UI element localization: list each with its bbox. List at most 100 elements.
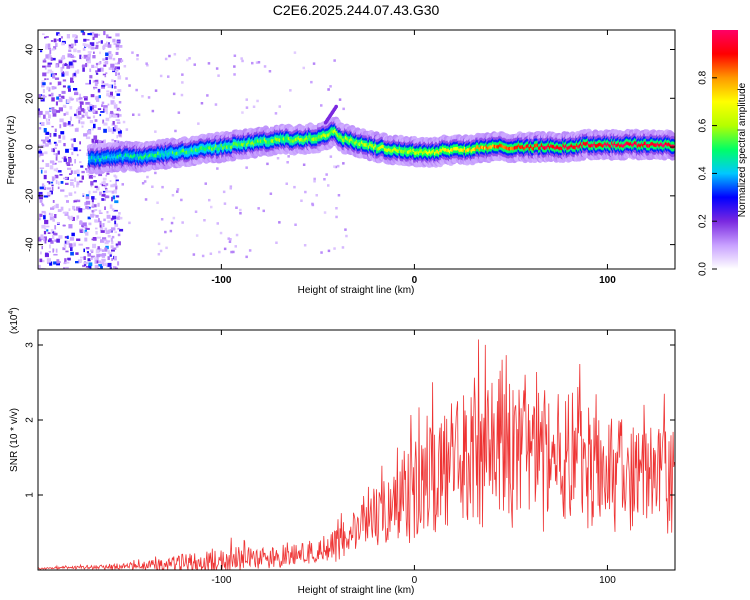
heatmap-cell [116, 47, 120, 51]
heatmap-cell [206, 94, 209, 97]
heatmap-cell [108, 55, 113, 60]
heatmap-cell [99, 212, 103, 214]
heatmap-cell [104, 247, 108, 252]
heatmap-cell [111, 227, 116, 231]
heatmap-cell [81, 56, 85, 59]
heatmap-cell [50, 57, 53, 61]
heatmap-cell [313, 180, 316, 183]
heatmap-cell [83, 96, 87, 98]
heatmap-cell [235, 206, 238, 209]
heatmap-cell [82, 32, 86, 36]
heatmap-cell [102, 177, 107, 181]
heatmap-cell [114, 124, 117, 130]
heatmap-cell [101, 85, 106, 87]
heatmap-cell [147, 96, 151, 99]
heatmap-cell [65, 123, 69, 126]
heatmap-cell [52, 74, 56, 79]
heatmap-cell [62, 71, 65, 75]
heatmap-cell [47, 232, 51, 234]
heatmap-cell [76, 215, 80, 219]
heatmap-cell [115, 245, 119, 248]
heatmap-cell [49, 82, 52, 85]
heatmap-cell [57, 160, 62, 163]
heatmap-cell [312, 62, 316, 65]
heatmap-cell [46, 187, 52, 190]
heatmap-cell [74, 70, 79, 74]
heatmap-cell [49, 216, 54, 221]
heatmap-cell [172, 92, 176, 96]
heatmap-cell [114, 140, 117, 142]
heatmap-cell [101, 256, 106, 258]
heatmap-cell [293, 51, 297, 54]
heatmap-cell [58, 261, 61, 264]
heatmap-cell [48, 94, 51, 97]
heatmap-cell [69, 98, 74, 101]
heatmap-cell [161, 185, 164, 189]
heatmap-cell [245, 98, 248, 101]
heatmap-cell [98, 173, 103, 177]
heatmap-cell [164, 230, 167, 234]
heatmap-cell [44, 65, 47, 70]
heatmap-cell [59, 124, 62, 129]
heatmap-cell [136, 54, 139, 57]
heatmap-cell [69, 148, 74, 150]
heatmap-cell [39, 152, 44, 156]
heatmap-cell [66, 99, 71, 103]
heatmap-cell [48, 238, 52, 242]
heatmap-cell [241, 111, 244, 114]
heatmap-cell [104, 227, 108, 231]
heatmap-cell [95, 214, 99, 218]
heatmap-cell [82, 67, 85, 72]
heatmap-cell [45, 36, 49, 38]
heatmap-cell [85, 136, 91, 140]
heatmap-cell [49, 244, 51, 249]
heatmap-cell [74, 243, 76, 246]
heatmap-cell [93, 105, 97, 108]
heatmap-cell [228, 240, 232, 243]
heatmap-cell [98, 209, 102, 213]
heatmap-cell [112, 215, 117, 220]
heatmap-cell [70, 251, 74, 256]
heatmap-cell [94, 110, 98, 114]
heatmap-cell [96, 259, 99, 264]
heatmap-cell [73, 147, 78, 152]
heatmap-cell [335, 207, 338, 210]
heatmap-cell [73, 208, 76, 211]
heatmap-cell [55, 101, 58, 106]
heatmap-cell [42, 65, 46, 68]
heatmap-cell [63, 158, 68, 162]
heatmap-cell [91, 250, 94, 253]
heatmap-cell [38, 113, 41, 118]
heatmap-cell [115, 51, 119, 55]
heatmap-cell [115, 125, 118, 130]
heatmap-cell [87, 267, 90, 269]
heatmap-cell [229, 187, 232, 190]
heatmap-cell [44, 170, 47, 174]
heatmap-cell [58, 38, 61, 42]
heatmap-cell [345, 234, 348, 238]
heatmap-cell [289, 89, 292, 92]
heatmap-cell [91, 202, 94, 206]
heatmap-cell [159, 74, 163, 78]
heatmap-cell [86, 152, 89, 156]
heatmap-cell [45, 136, 49, 141]
heatmap-cell [55, 203, 59, 209]
heatmap-cell [222, 190, 226, 194]
heatmap-cell [50, 40, 54, 42]
heatmap-cell [101, 198, 104, 201]
heatmap-cell [105, 60, 109, 65]
heatmap-cell [116, 93, 121, 96]
heatmap-cell [106, 211, 109, 214]
heatmap-cell [113, 42, 118, 45]
heatmap-cell [48, 212, 51, 216]
heatmap-cell [268, 70, 272, 73]
heatmap-cell [87, 33, 92, 36]
heatmap-cell [94, 66, 98, 68]
heatmap-cell [88, 264, 92, 269]
heatmap-cell [44, 219, 49, 225]
heatmap-cell [58, 235, 63, 239]
heatmap-cell [53, 168, 57, 172]
heatmap-cell [245, 255, 248, 259]
heatmap-cell [256, 99, 259, 103]
